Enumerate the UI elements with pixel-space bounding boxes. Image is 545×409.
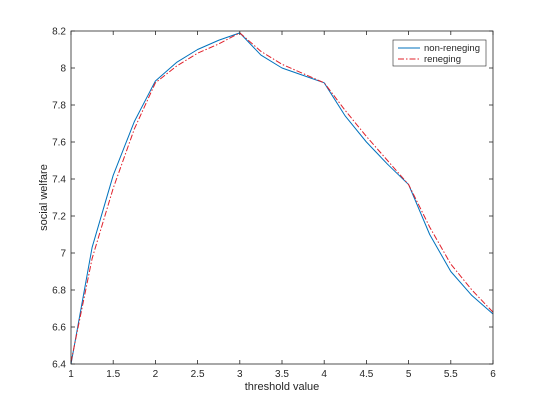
legend-box <box>392 39 487 67</box>
x-tick-label: 1.5 <box>106 369 120 380</box>
y-tick-label: 7.8 <box>52 101 66 112</box>
x-tick-label: 2 <box>153 369 159 380</box>
y-tick-label: 8.2 <box>52 27 66 38</box>
x-tick-label: 4 <box>321 369 327 380</box>
series-line-non-reneging <box>70 32 494 365</box>
y-axis-label: social welfare <box>38 164 50 231</box>
x-tick-label: 2.5 <box>191 369 205 380</box>
legend-label: non-reneging <box>424 43 480 54</box>
x-axis-label: threshold value <box>245 381 320 393</box>
series-layer <box>70 32 494 365</box>
plot-background <box>71 31 493 364</box>
y-tick-label: 7.6 <box>52 138 66 149</box>
y-tick-label: 7.4 <box>52 175 66 186</box>
axes-layer: 1 1.5 2 2.5 3 3.5 4 4.5 5 5.5 6 6.4 6.6 6.8 7 7.2 7.4 7.6… <box>52 27 496 381</box>
x-tick-label: 5 <box>406 369 412 380</box>
legend-label: reneging <box>424 54 461 65</box>
y-tick-label: 7 <box>60 249 66 260</box>
plot-area <box>71 31 493 364</box>
x-tick-label: 6 <box>490 369 496 380</box>
y-tick-label: 6.8 <box>52 286 66 297</box>
x-tick-label: 5.5 <box>444 369 458 380</box>
series-line-reneging <box>70 32 494 363</box>
x-tick-label: 3.5 <box>275 369 289 380</box>
x-tick-label: 1 <box>68 369 74 380</box>
x-tick-label: 3 <box>237 369 243 380</box>
y-tick-label: 6.6 <box>52 323 66 334</box>
y-tick-label: 6.4 <box>52 360 66 371</box>
y-tick-label: 7.2 <box>52 212 66 223</box>
y-tick-label: 8 <box>60 64 66 75</box>
x-tick-label: 4.5 <box>359 369 373 380</box>
